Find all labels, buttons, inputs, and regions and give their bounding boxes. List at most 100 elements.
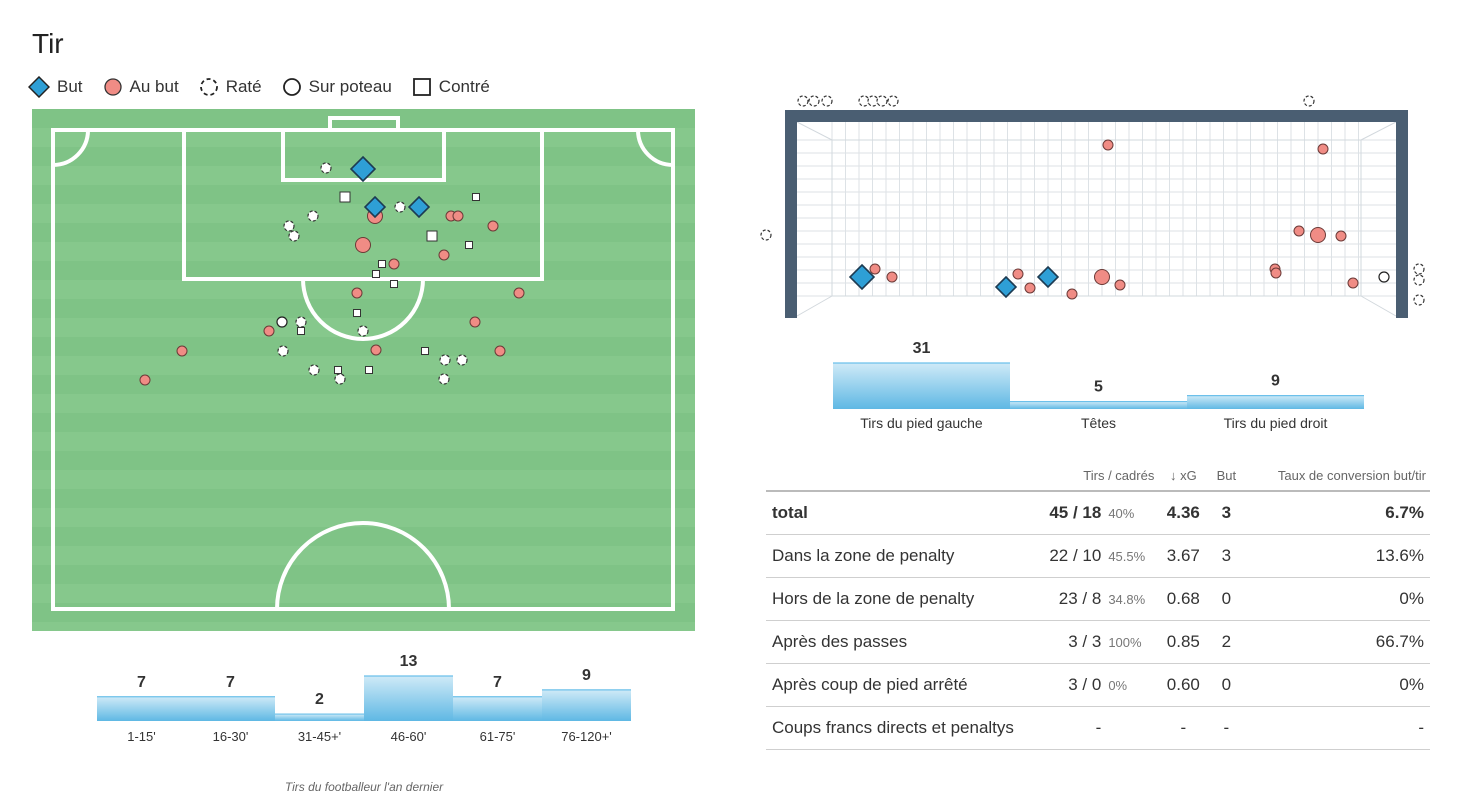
table-header-goals[interactable]: But [1216,467,1237,483]
bar-3[interactable] [364,676,453,721]
shot-marker-goal[interactable] [407,195,431,219]
shot-marker-blocked[interactable] [297,327,305,335]
table-header-conversion[interactable]: Taux de conversion but/tir [1277,467,1426,483]
shot-marker-missed[interactable] [283,220,295,232]
shot-marker-on_target[interactable] [355,237,371,253]
bar-4[interactable] [453,696,542,721]
shot-marker-on_target[interactable] [487,220,499,232]
shot-marker-goal[interactable] [1036,265,1060,289]
shot-marker-on_target[interactable] [452,210,464,222]
bar-category-label: 46-60' [391,729,427,744]
table-row[interactable]: Hors de la zone de penalty 23 / 8 34.8% … [766,577,1430,621]
shot-marker-blocked[interactable] [353,309,361,317]
shot-marker-on_target[interactable] [1270,267,1282,279]
shot-marker-missed[interactable] [876,95,888,107]
shot-marker-on_target[interactable] [139,374,151,386]
table-row[interactable]: Dans la zone de penalty 22 / 10 45.5% 3.… [766,534,1430,578]
shot-marker-on_target[interactable] [1066,288,1078,300]
corner-arc-left [52,129,90,167]
table-header-xg[interactable]: ↓ xG [1169,467,1197,483]
shot-marker-on_target[interactable] [1317,143,1329,155]
shot-marker-missed[interactable] [760,229,772,241]
shot-marker-post[interactable] [1378,271,1390,283]
shot-marker-missed[interactable] [308,364,320,376]
shot-marker-missed[interactable] [334,373,346,385]
shot-marker-missed[interactable] [1413,274,1425,286]
shot-marker-on_target[interactable] [1012,268,1024,280]
bar-1[interactable] [186,696,275,721]
bar-value-label: 9 [1271,373,1280,390]
shot-marker-blocked[interactable] [421,347,429,355]
shot-marker-missed[interactable] [1413,263,1425,275]
shot-marker-goal[interactable] [994,275,1018,299]
bar-1[interactable] [1010,401,1187,409]
shot-marker-missed[interactable] [277,345,289,357]
shot-marker-blocked[interactable] [426,230,438,242]
shot-marker-post[interactable] [276,316,288,328]
shot-marker-missed[interactable] [307,210,319,222]
shot-marker-on_target[interactable] [1293,225,1305,237]
shot-marker-missed[interactable] [438,373,450,385]
shot-marker-goal[interactable] [848,263,876,291]
table-row[interactable]: Coups francs directs et penaltys - - - - [766,706,1430,750]
shot-marker-on_target[interactable] [370,344,382,356]
shot-marker-blocked[interactable] [378,260,386,268]
shot-marker-missed[interactable] [808,95,820,107]
shot-marker-missed[interactable] [1413,294,1425,306]
bar-0[interactable] [833,363,1010,409]
bar-5[interactable] [542,689,631,721]
shot-marker-on_target[interactable] [1310,227,1326,243]
table-row[interactable]: Après coup de pied arrêté 3 / 0 0% 0.60 … [766,663,1430,707]
shot-marker-on_target[interactable] [1102,139,1114,151]
shot-marker-on_target[interactable] [1335,230,1347,242]
shot-marker-missed[interactable] [821,95,833,107]
shot-marker-on_target[interactable] [1094,269,1110,285]
legend-item-goal[interactable]: But [28,76,83,98]
shot-marker-on_target[interactable] [513,287,525,299]
table-row[interactable]: total 45 / 18 40% 4.36 3 6.7% [766,491,1430,535]
bar-value-label: 7 [137,674,146,691]
shot-marker-blocked[interactable] [390,280,398,288]
shot-marker-goal[interactable] [349,155,377,183]
shot-marker-on_target[interactable] [1024,282,1036,294]
table-header-shots[interactable]: Tirs / cadrés [1083,467,1155,483]
shot-marker-on_target[interactable] [494,345,506,357]
shot-marker-on_target[interactable] [176,345,188,357]
shot-marker-on_target[interactable] [869,263,881,275]
shot-marker-blocked[interactable] [465,241,473,249]
shot-marker-missed[interactable] [394,201,406,213]
bar-0[interactable] [97,696,186,721]
row-label: total [766,491,1034,535]
shot-marker-missed[interactable] [357,325,369,337]
legend-item-post[interactable]: Sur poteau [282,77,392,97]
shot-marker-missed[interactable] [887,95,899,107]
shot-marker-blocked[interactable] [334,366,342,374]
goal-net-depth [796,121,1397,317]
bar-2[interactable] [1187,395,1364,409]
shot-marker-on_target[interactable] [886,271,898,283]
shot-marker-blocked[interactable] [339,191,351,203]
legend-item-blocked[interactable]: Contré [412,77,490,97]
shot-marker-blocked[interactable] [472,193,480,201]
shot-marker-on_target[interactable] [469,316,481,328]
legend-item-missed[interactable]: Raté [199,77,262,97]
shot-marker-blocked[interactable] [365,366,373,374]
shot-marker-on_target[interactable] [1114,279,1126,291]
bar-2[interactable] [275,714,364,721]
shot-marker-missed[interactable] [1303,95,1315,107]
shot-marker-missed[interactable] [320,162,332,174]
shot-marker-missed[interactable] [295,316,307,328]
shot-marker-on_target[interactable] [351,287,363,299]
shot-marker-goal[interactable] [363,195,387,219]
shot-marker-missed[interactable] [288,230,300,242]
legend-item-on-target[interactable]: Au but [103,77,179,97]
shot-marker-on_target[interactable] [438,249,450,261]
shot-marker-missed[interactable] [439,354,451,366]
shot-marker-on_target[interactable] [263,325,275,337]
shot-marker-on_target[interactable] [1347,277,1359,289]
shot-marker-missed[interactable] [797,95,809,107]
table-row[interactable]: Après des passes 3 / 3 100% 0.85 2 66.7% [766,620,1430,664]
shot-marker-missed[interactable] [456,354,468,366]
shot-marker-on_target[interactable] [388,258,400,270]
shot-marker-blocked[interactable] [372,270,380,278]
